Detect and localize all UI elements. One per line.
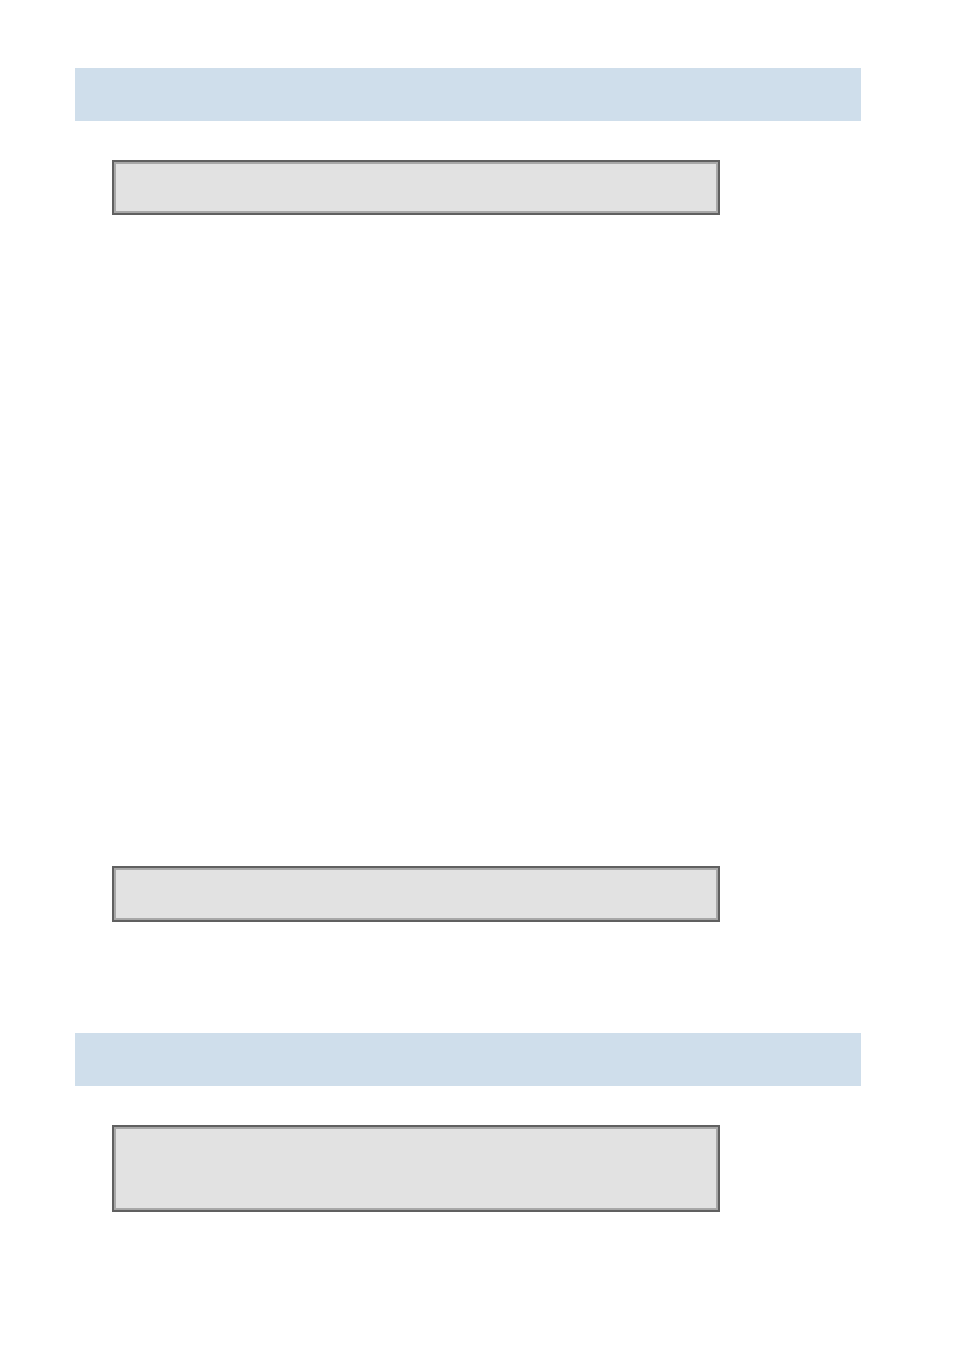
section-header-2 [75, 1033, 861, 1086]
code-box-1 [112, 160, 720, 215]
section-header-1 [75, 68, 861, 121]
page-container [0, 0, 954, 1350]
code-box-2 [112, 866, 720, 922]
code-box-3 [112, 1125, 720, 1212]
